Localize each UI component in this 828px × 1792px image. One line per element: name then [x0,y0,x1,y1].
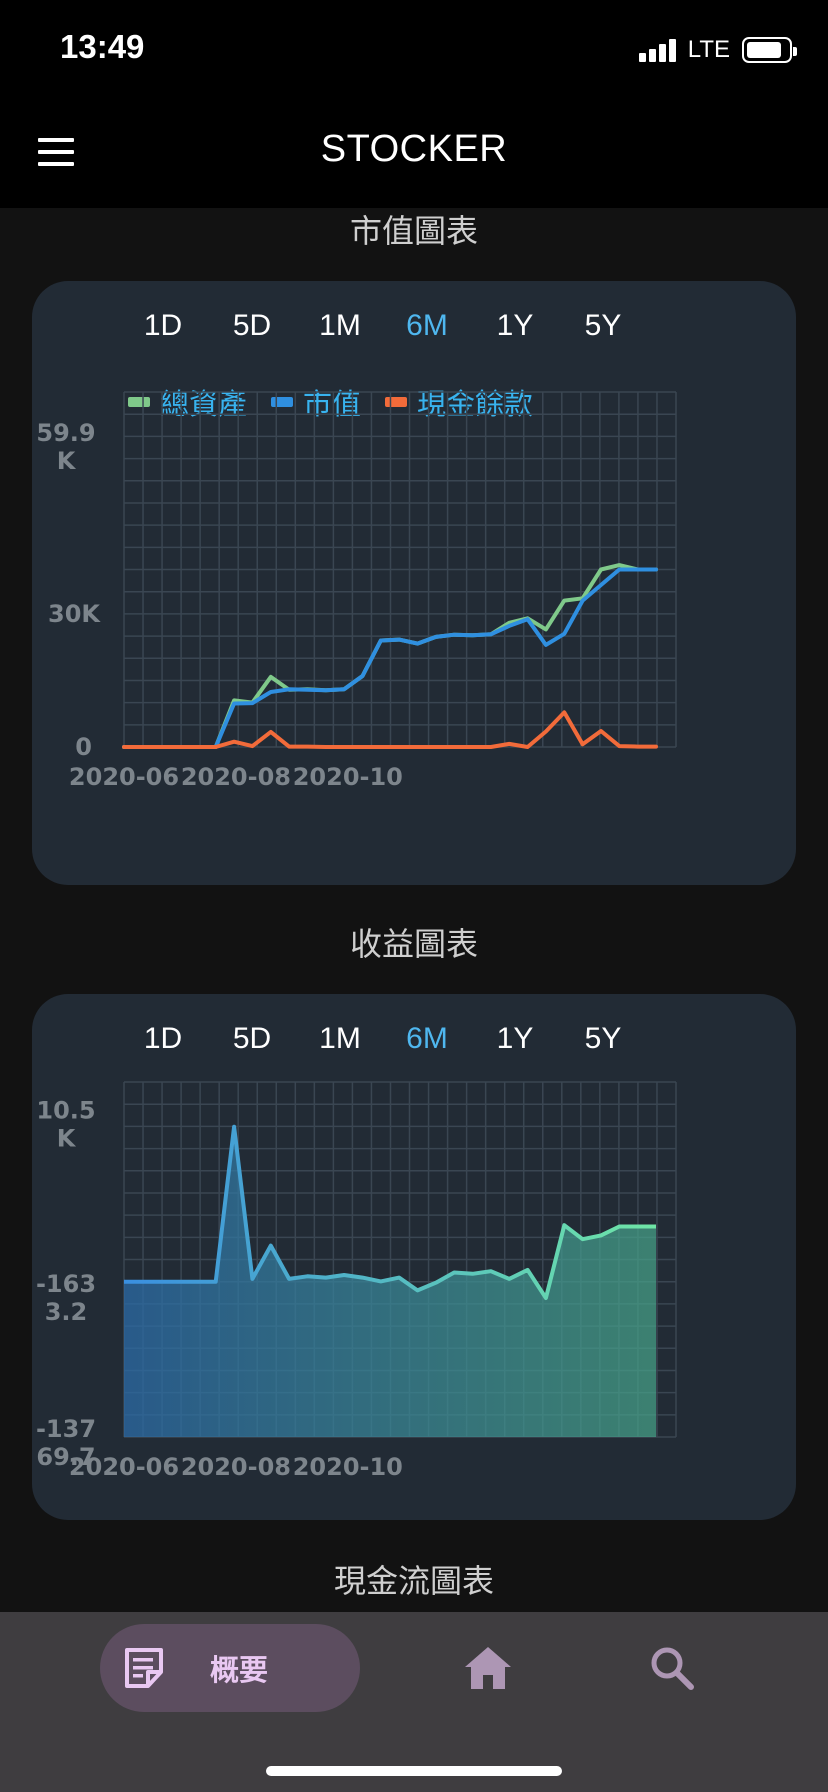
x-tick-label: 2020-08 [181,763,291,791]
status-time: 13:49 [60,28,145,65]
home-indicator [266,1766,562,1776]
range-tab-1d[interactable]: 1D [143,309,183,342]
profit-area-chart: -137 69.7 -163 3.2 10.5 K 2020-06 2020-08 2020-1… [36,1081,677,1481]
y-tick-label: 10.5 K [36,1097,95,1153]
signal-icon [638,38,676,62]
home-icon [465,1647,511,1689]
x-tick-label: 2020-06 [69,1453,179,1481]
range-tab-1d[interactable]: 1D [143,1022,183,1055]
market-value-section-title: 市值圖表 [349,212,478,250]
range-tab-1y[interactable]: 1Y [496,1022,534,1055]
y-tick-label: -137 69.7 [36,1415,96,1471]
profit-line [124,1124,656,1300]
y-tick-label: 59.9 K [36,419,95,475]
range-tab-6m[interactable]: 6M [406,309,448,342]
market-value-chart-card: 1D 5D 1M 6M 1Y 5Y 總資產 市值 現金餘款 0 30K 59.9 K 2… [32,281,796,885]
bottom-navigation: 概要 [0,1612,828,1792]
x-tick-label: 2020-08 [181,1453,291,1481]
legend-swatch [128,397,150,407]
range-tab-1m[interactable]: 1M [319,1022,361,1055]
chart-grid [123,391,677,748]
range-tab-6m[interactable]: 6M [406,1022,448,1055]
y-tick-label: 0 [75,733,92,761]
status-indicators: LTE [638,36,797,64]
network-type: LTE [687,36,730,63]
range-tabs: 1D 5D 1M 6M 1Y 5Y [32,309,796,353]
menu-icon[interactable] [38,138,74,166]
range-tabs: 1D 5D 1M 6M 1Y 5Y [32,1022,796,1066]
legend-swatch [385,397,408,407]
summary-icon [125,1648,163,1688]
range-tab-5d[interactable]: 5D [232,309,272,342]
nav-item-search[interactable] [646,1642,698,1694]
profit-area [124,1126,656,1437]
x-tick-label: 2020-10 [293,1453,403,1481]
battery-icon [742,37,797,63]
cashflow-section-title: 現金流圖表 [333,1562,494,1600]
app-bar: STOCKER [0,100,828,208]
y-tick-label: -163 3.2 [36,1270,96,1326]
x-tick-label: 2020-10 [293,763,403,791]
range-tab-5d[interactable]: 5D [232,1022,272,1055]
range-tab-1y[interactable]: 1Y [496,309,534,342]
search-icon [651,1647,694,1690]
nav-item-summary[interactable]: 概要 [100,1624,360,1712]
nav-item-home[interactable] [462,1642,514,1694]
nav-label-summary: 概要 [210,1653,269,1687]
status-bar: 13:49 LTE [0,0,828,100]
market-value-line-chart: 0 30K 59.9 K 2020-06 2020-08 2020-10 [36,391,677,791]
profit-section-title: 收益圖表 [349,925,478,963]
x-tick-label: 2020-06 [69,763,179,791]
profit-chart-card: 1D 5D 1M 6M 1Y 5Y -137 69.7 -163 3.2 10.5 K 20… [32,994,796,1520]
app-title: STOCKER [320,128,508,170]
cash-balance-line [122,710,658,749]
range-tab-5y[interactable]: 5Y [584,309,622,342]
range-tab-5y[interactable]: 5Y [584,1022,622,1055]
y-tick-label: 30K [48,600,101,628]
range-tab-1m[interactable]: 1M [319,309,361,342]
legend-swatch [271,397,294,407]
